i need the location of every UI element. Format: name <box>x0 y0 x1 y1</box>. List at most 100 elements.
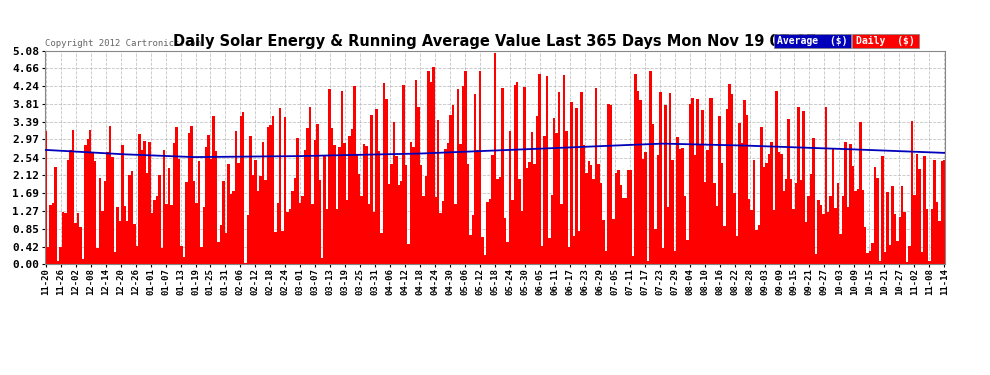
Bar <box>739 123 741 264</box>
Bar <box>620 186 622 264</box>
Bar <box>924 156 926 264</box>
Bar <box>96 248 99 264</box>
Bar <box>780 154 782 264</box>
Bar <box>835 208 837 264</box>
Bar <box>476 150 479 264</box>
Bar <box>511 200 514 264</box>
Bar <box>904 212 906 264</box>
Bar <box>943 159 945 264</box>
Bar <box>119 220 121 264</box>
Bar <box>210 159 213 264</box>
Bar <box>637 91 640 264</box>
Bar <box>395 156 398 264</box>
Bar <box>388 184 390 264</box>
Bar <box>348 136 350 264</box>
Bar <box>163 150 165 264</box>
Bar <box>195 203 198 264</box>
Bar <box>454 204 456 264</box>
Bar <box>651 124 654 264</box>
Bar <box>474 94 476 264</box>
Bar <box>373 212 375 264</box>
Bar <box>69 150 71 264</box>
Bar <box>350 129 353 264</box>
Bar <box>815 254 817 264</box>
Bar <box>825 107 827 264</box>
Bar <box>516 82 519 264</box>
Bar <box>71 130 74 264</box>
Bar <box>319 180 321 264</box>
Bar <box>442 201 445 264</box>
Bar <box>220 225 223 264</box>
Bar <box>706 150 709 264</box>
Bar <box>334 145 336 264</box>
Bar <box>504 218 506 264</box>
Bar <box>934 160 936 264</box>
Text: Average  ($): Average ($) <box>777 36 847 46</box>
Bar <box>884 252 886 264</box>
Bar <box>625 198 627 264</box>
Bar <box>466 164 469 264</box>
Bar <box>726 109 729 264</box>
Bar <box>894 214 896 264</box>
Bar <box>753 160 755 264</box>
Bar <box>284 117 286 264</box>
Bar <box>602 220 605 264</box>
Bar <box>225 233 227 264</box>
Bar <box>548 238 550 264</box>
Bar <box>919 169 921 264</box>
Bar <box>316 123 319 264</box>
Bar <box>544 136 545 264</box>
Bar <box>126 221 129 264</box>
Bar <box>464 71 466 264</box>
Bar <box>694 155 696 264</box>
Bar <box>61 211 64 264</box>
Bar <box>931 209 934 264</box>
Bar <box>304 150 306 264</box>
Bar <box>570 102 573 264</box>
Bar <box>745 115 748 264</box>
Bar <box>109 126 111 264</box>
Bar <box>792 209 795 264</box>
Bar <box>679 149 681 264</box>
Bar <box>289 209 291 264</box>
Bar <box>810 174 812 264</box>
Bar <box>427 71 430 264</box>
Bar <box>150 213 153 264</box>
Bar <box>208 135 210 264</box>
Bar <box>89 129 91 264</box>
Bar <box>869 251 871 264</box>
Bar <box>524 87 526 264</box>
Bar <box>324 156 326 264</box>
Bar <box>617 170 620 264</box>
Bar <box>630 170 632 264</box>
Bar <box>264 180 266 264</box>
Bar <box>486 202 489 264</box>
Bar <box>84 145 86 264</box>
Bar <box>615 173 617 264</box>
Bar <box>911 122 914 264</box>
Bar <box>635 74 637 264</box>
Bar <box>99 178 101 264</box>
Bar <box>136 246 139 264</box>
Bar <box>896 242 899 264</box>
Bar <box>889 245 891 264</box>
Bar <box>509 131 511 264</box>
Bar <box>832 150 835 264</box>
Bar <box>795 183 797 264</box>
Bar <box>175 127 178 264</box>
Bar <box>854 191 856 264</box>
Text: Daily  ($): Daily ($) <box>856 36 915 46</box>
Bar <box>864 227 866 264</box>
Bar <box>724 226 726 264</box>
Bar <box>215 152 218 264</box>
Bar <box>314 140 316 264</box>
Bar <box>711 98 714 264</box>
Bar <box>218 242 220 264</box>
Bar <box>866 253 869 264</box>
Bar <box>568 247 570 264</box>
Bar <box>521 211 524 264</box>
Bar <box>435 196 437 264</box>
Bar <box>506 242 509 264</box>
Bar <box>59 247 61 264</box>
Bar <box>481 237 484 264</box>
